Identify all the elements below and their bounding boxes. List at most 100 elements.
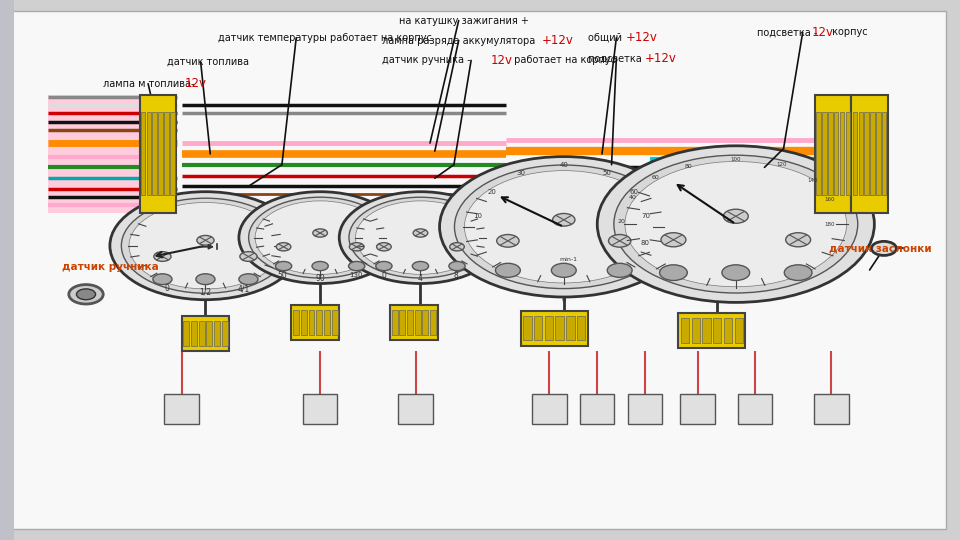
Circle shape [551, 264, 576, 278]
Bar [628, 394, 662, 424]
Bar [324, 310, 330, 335]
Text: 20: 20 [617, 219, 625, 224]
Text: работает на корпус: работает на корпус [512, 56, 616, 65]
Bar [679, 313, 745, 348]
Bar [834, 112, 838, 195]
Circle shape [661, 233, 685, 247]
Bar [846, 112, 851, 195]
Bar [392, 310, 397, 335]
Text: 160: 160 [825, 197, 834, 202]
Bar [864, 112, 869, 195]
Text: 120: 120 [777, 162, 787, 167]
Circle shape [496, 234, 519, 247]
Circle shape [197, 235, 214, 245]
Circle shape [240, 252, 257, 261]
Bar [703, 319, 710, 343]
Bar [828, 112, 832, 195]
Text: 12v: 12v [491, 54, 513, 67]
Bar [713, 319, 722, 343]
Bar [199, 321, 204, 346]
Circle shape [413, 229, 428, 237]
Circle shape [129, 202, 282, 289]
Text: 100: 100 [731, 157, 741, 163]
Text: 4: 4 [418, 274, 423, 282]
Bar [398, 394, 433, 424]
Circle shape [440, 157, 688, 297]
Bar [430, 310, 436, 335]
Bar [544, 316, 553, 340]
Bar [183, 321, 189, 346]
Text: 90: 90 [315, 274, 325, 282]
Bar [293, 310, 300, 335]
Text: 50: 50 [602, 170, 612, 176]
Bar [158, 112, 163, 195]
Circle shape [413, 261, 428, 271]
Bar [0, 0, 14, 540]
Circle shape [339, 192, 502, 284]
Circle shape [355, 201, 486, 274]
Bar [308, 310, 315, 335]
Circle shape [349, 197, 492, 278]
Bar [823, 112, 827, 195]
Bar [858, 112, 863, 195]
Text: лампа м топлива-: лампа м топлива- [104, 79, 195, 89]
Bar [852, 94, 888, 213]
Text: 40: 40 [629, 194, 636, 200]
Text: 8: 8 [453, 271, 458, 280]
Circle shape [784, 265, 812, 280]
Circle shape [609, 234, 631, 247]
Text: 130: 130 [348, 272, 362, 279]
Circle shape [722, 265, 750, 280]
Bar [407, 310, 413, 335]
Bar [532, 394, 566, 424]
Text: подсветка: подсветка [588, 53, 644, 63]
Bar [206, 321, 212, 346]
Bar [191, 321, 197, 346]
Text: 180: 180 [825, 221, 834, 227]
Bar [580, 394, 614, 424]
Bar [139, 94, 176, 213]
Circle shape [77, 289, 96, 300]
Text: 40: 40 [560, 161, 568, 168]
Circle shape [196, 274, 215, 285]
Text: подсветка -: подсветка - [756, 28, 817, 37]
Bar [390, 305, 438, 340]
Text: датчик температуры работает на корпус: датчик температуры работает на корпус [218, 33, 432, 43]
Circle shape [465, 171, 663, 283]
Text: 0: 0 [382, 271, 387, 280]
Circle shape [121, 198, 290, 293]
Bar [316, 310, 323, 335]
Bar [523, 316, 532, 340]
Text: 1/2: 1/2 [200, 287, 211, 296]
Text: 80: 80 [640, 240, 650, 246]
Circle shape [69, 285, 104, 304]
Circle shape [312, 261, 328, 271]
Bar [141, 112, 145, 195]
Bar [164, 112, 169, 195]
Circle shape [495, 264, 520, 278]
Bar [681, 319, 689, 343]
Text: 80: 80 [684, 164, 692, 169]
Bar [415, 310, 420, 335]
Text: 60: 60 [629, 188, 638, 195]
Bar [292, 305, 339, 340]
Text: 12v: 12v [184, 77, 206, 90]
Circle shape [153, 274, 172, 285]
Circle shape [449, 242, 465, 251]
Bar [724, 319, 732, 343]
Text: датчик заслонки: датчик заслонки [829, 244, 932, 253]
Text: на катушку зажигания +: на катушку зажигания + [399, 16, 529, 25]
Circle shape [723, 209, 748, 224]
Text: корпус: корпус [829, 28, 868, 37]
Circle shape [239, 274, 258, 285]
Text: 50: 50 [277, 271, 287, 280]
Bar [303, 394, 337, 424]
Circle shape [154, 252, 171, 261]
Circle shape [613, 155, 857, 293]
Circle shape [375, 261, 392, 271]
Text: 30: 30 [516, 170, 525, 176]
Circle shape [348, 261, 365, 271]
Circle shape [625, 161, 847, 287]
Circle shape [660, 265, 687, 280]
Circle shape [255, 201, 385, 274]
